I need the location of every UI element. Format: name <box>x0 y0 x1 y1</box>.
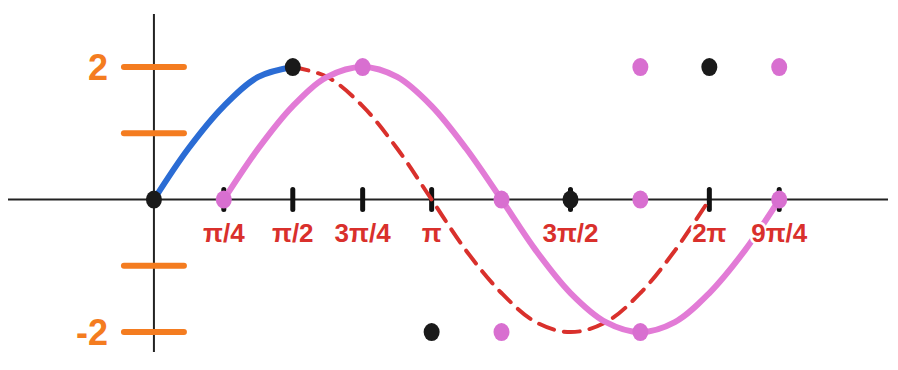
point <box>771 58 787 76</box>
point <box>424 323 440 341</box>
point <box>285 58 301 76</box>
point <box>146 191 162 209</box>
point <box>494 191 510 209</box>
x-tick-label: 3π/2 <box>542 218 598 248</box>
plot-area <box>146 58 787 341</box>
x-tick <box>707 190 712 210</box>
x-tick-label: π/2 <box>272 218 314 248</box>
chart: -2 2 π/4 π/2 3π/4 π 3π/2 2π 9π/4 <box>0 0 898 370</box>
line <box>293 67 710 332</box>
point <box>355 58 371 76</box>
point <box>632 191 648 209</box>
point <box>562 191 578 209</box>
x-axis-line <box>8 199 888 201</box>
y-tick <box>124 64 184 70</box>
labels: -2 2 π/4 π/2 3π/4 π 3π/2 2π 9π/4 <box>76 47 808 353</box>
x-tick <box>360 190 365 210</box>
line <box>224 67 779 332</box>
y-tick <box>124 263 184 269</box>
point <box>216 191 232 209</box>
y-tick-label: 2 <box>88 47 108 88</box>
point <box>701 58 717 76</box>
x-tick <box>290 190 295 210</box>
point <box>632 323 648 341</box>
y-tick-label: -2 <box>76 312 108 353</box>
axes <box>8 14 888 352</box>
point <box>771 191 787 209</box>
point <box>494 323 510 341</box>
y-tick <box>124 329 184 335</box>
x-tick-label: π <box>422 218 442 248</box>
x-tick-label: 3π/4 <box>335 218 392 248</box>
x-tick-label: π/4 <box>203 218 245 248</box>
x-tick-label: 2π <box>692 218 726 248</box>
y-tick <box>124 130 184 136</box>
point <box>632 58 648 76</box>
x-tick-label: 9π/4 <box>751 218 808 248</box>
